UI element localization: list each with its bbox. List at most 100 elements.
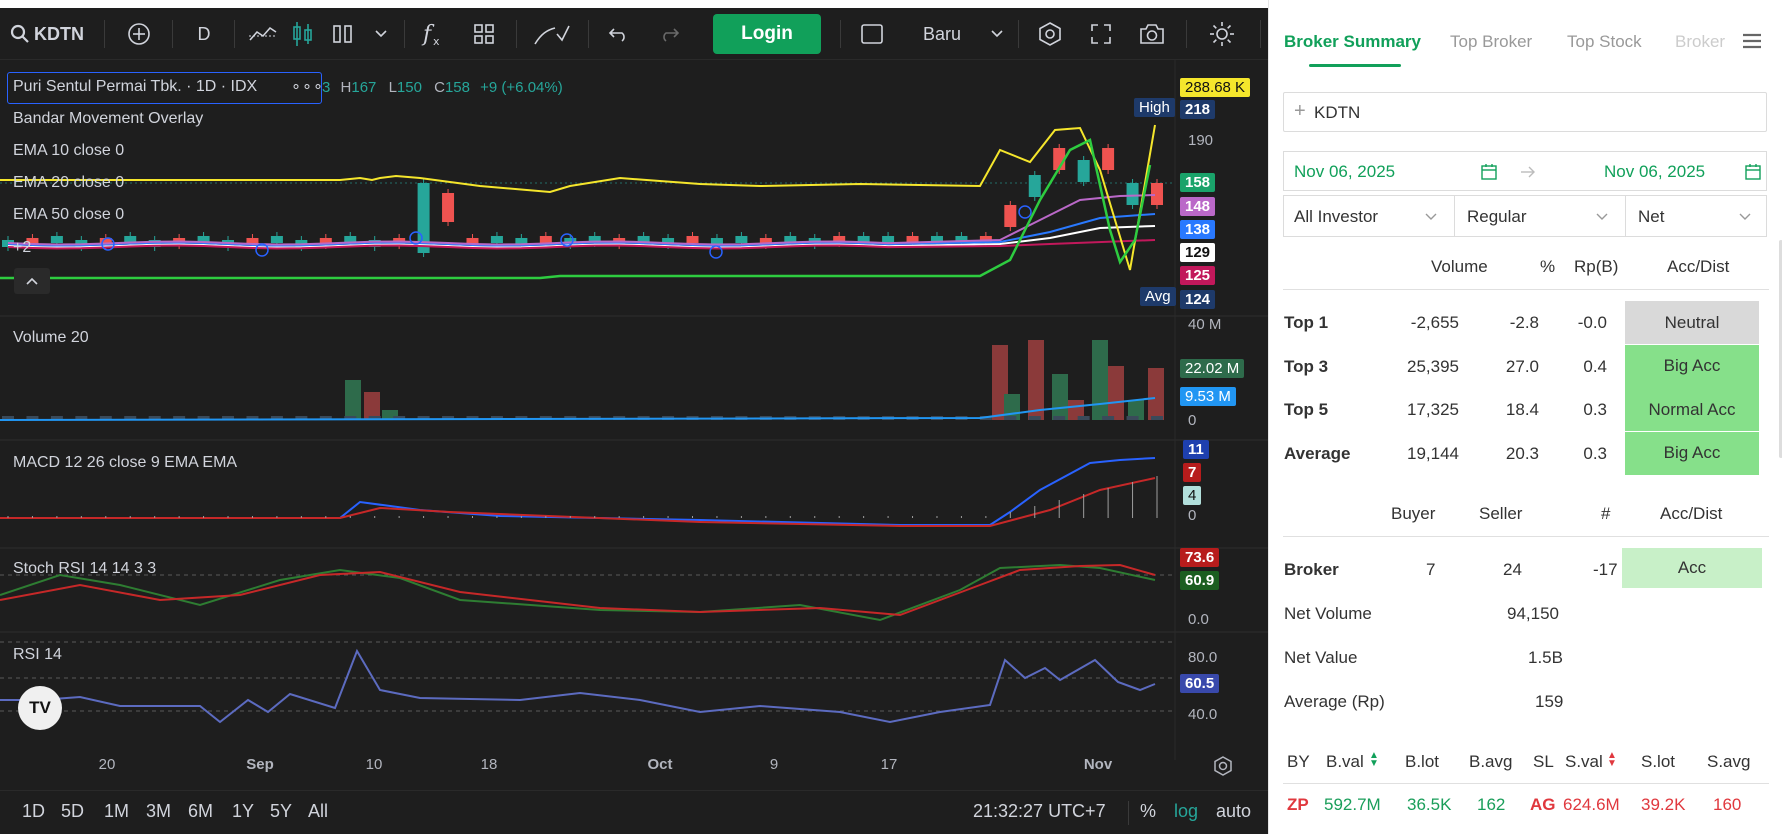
compare-button[interactable]	[124, 8, 154, 60]
range-all[interactable]: All	[308, 801, 329, 821]
symbol-legend-box[interactable]: Puri Sentul Permai Tbk. · 1D · IDX ∘∘∘	[7, 72, 325, 104]
log-toggle[interactable]: log	[1174, 801, 1199, 821]
date-to[interactable]: Nov 06, 2025	[1604, 162, 1706, 181]
candle	[735, 236, 748, 243]
summary-volume: 17,325	[1407, 400, 1459, 419]
clock[interactable]: 21:32:27 UTC+7	[973, 801, 1106, 821]
sort-icon[interactable]: ▲ ▼	[1369, 750, 1379, 769]
volume-bar	[148, 416, 161, 420]
drawing-button[interactable]	[530, 8, 572, 60]
ema-pink-label: 125	[1180, 266, 1216, 285]
overlay-ema20[interactable]: EMA 20 close 0	[13, 174, 125, 191]
volume-bar	[1004, 416, 1017, 420]
summary-pct: -2.8	[1509, 313, 1539, 332]
templates-button[interactable]	[470, 8, 498, 60]
summary-pct: 27.0	[1505, 356, 1539, 376]
summary-label: Top 5	[1284, 400, 1329, 419]
stock-search[interactable]: + KDTN	[1283, 92, 1767, 132]
redo-button[interactable]	[654, 8, 684, 60]
volume-title[interactable]: Volume 20	[13, 329, 89, 346]
range-5d[interactable]: 5D	[61, 801, 85, 821]
col-bval[interactable]: B.val	[1326, 752, 1364, 771]
tab-broker[interactable]: Broker	[1675, 32, 1725, 52]
volume-bar	[1102, 416, 1115, 420]
avg-price-label: 124	[1180, 290, 1216, 309]
range-6m[interactable]: 6M	[188, 801, 214, 821]
close-value: 158	[444, 79, 470, 96]
header-divider	[1283, 289, 1769, 290]
overlay-bandar[interactable]: Bandar Movement Overlay	[13, 110, 204, 127]
collapse-legend-button[interactable]	[14, 268, 50, 294]
screenshot-button[interactable]	[1136, 8, 1168, 60]
volume-bar	[1028, 340, 1044, 420]
volume-bar	[197, 416, 210, 420]
stoch-d-line	[0, 563, 1156, 622]
col-bavg: B.avg	[1469, 752, 1513, 771]
range-1d[interactable]: 1D	[22, 801, 46, 821]
tab-broker-summary[interactable]: Broker Summary	[1284, 32, 1422, 51]
date-from[interactable]: Nov 06, 2025	[1294, 162, 1396, 181]
seller-code[interactable]: AG	[1530, 795, 1556, 814]
tab-top-stock[interactable]: Top Stock	[1567, 32, 1642, 51]
col-sval[interactable]: S.val	[1565, 752, 1603, 771]
fullscreen-button[interactable]	[1086, 8, 1116, 60]
layout-name[interactable]: Baru	[922, 23, 962, 44]
chevron-down-icon	[991, 30, 1003, 38]
calendar-icon[interactable]	[1744, 163, 1762, 181]
candle	[1028, 175, 1041, 197]
candle	[270, 236, 283, 243]
range-3m[interactable]: 3M	[146, 801, 172, 821]
range-5y[interactable]: 5Y	[270, 801, 293, 821]
high-value: 167	[351, 79, 377, 96]
panel-scrollbar[interactable]	[1779, 240, 1782, 458]
camera-icon	[1140, 24, 1164, 44]
tradingview-logo-icon[interactable]: TV	[18, 686, 62, 730]
layout-button[interactable]	[858, 8, 886, 60]
candle	[246, 238, 259, 245]
rsi-title[interactable]: RSI 14	[13, 646, 62, 663]
undo-button[interactable]	[604, 8, 634, 60]
percent-toggle[interactable]: %	[1140, 801, 1157, 821]
more-options-icon[interactable]: ∘∘∘	[291, 78, 325, 95]
menu-button[interactable]	[1741, 32, 1763, 55]
overlay-ema50[interactable]: EMA 50 close 0	[13, 206, 125, 223]
calendar-icon[interactable]	[1480, 163, 1498, 181]
summary-volume: 19,144	[1407, 443, 1459, 463]
layout-dropdown[interactable]	[988, 8, 1006, 60]
x-tick: 18	[480, 756, 498, 773]
candle	[857, 236, 870, 243]
interval-button[interactable]: D	[197, 23, 211, 44]
low-value: 150	[396, 79, 422, 96]
tab-top-broker[interactable]: Top Broker	[1450, 32, 1533, 51]
axis-settings-button[interactable]	[1212, 755, 1234, 782]
overlay-more[interactable]: +2	[13, 239, 32, 256]
bar-type-button[interactable]	[330, 8, 356, 60]
investor-select[interactable]: All Investor	[1283, 195, 1455, 237]
price-chart[interactable]	[0, 60, 1268, 790]
login-button[interactable]: Login	[713, 14, 821, 54]
theme-button[interactable]	[1206, 8, 1238, 60]
range-1m[interactable]: 1M	[104, 801, 130, 821]
symbol-label: KDTN	[34, 23, 84, 44]
stoch-title[interactable]: Stoch RSI 14 14 3 3	[13, 560, 157, 577]
mode-value: Net	[1638, 207, 1665, 226]
macd-title[interactable]: MACD 12 26 close 9 EMA EMA	[13, 454, 238, 471]
candle-type-button[interactable]	[290, 8, 316, 60]
settings-button[interactable]	[1034, 8, 1066, 60]
range-1y[interactable]: 1Y	[232, 801, 255, 821]
sort-icon[interactable]: ▲ ▼	[1607, 750, 1617, 769]
line-type-button[interactable]	[246, 8, 280, 60]
chart-type-dropdown[interactable]	[372, 8, 390, 60]
rsi-value: 60.5	[1180, 674, 1220, 693]
buyer-code[interactable]: ZP	[1287, 795, 1309, 814]
overlay-ema10[interactable]: EMA 10 close 0	[13, 142, 125, 159]
auto-toggle[interactable]: auto	[1216, 801, 1252, 821]
market-select[interactable]: Regular	[1454, 195, 1626, 237]
date-range[interactable]: Nov 06, 2025 Nov 06, 2025	[1283, 151, 1767, 191]
mode-select[interactable]: Net	[1625, 195, 1767, 237]
symbol-search[interactable]: KDTN	[10, 8, 90, 60]
candle	[882, 236, 895, 243]
event-marker	[409, 231, 423, 245]
